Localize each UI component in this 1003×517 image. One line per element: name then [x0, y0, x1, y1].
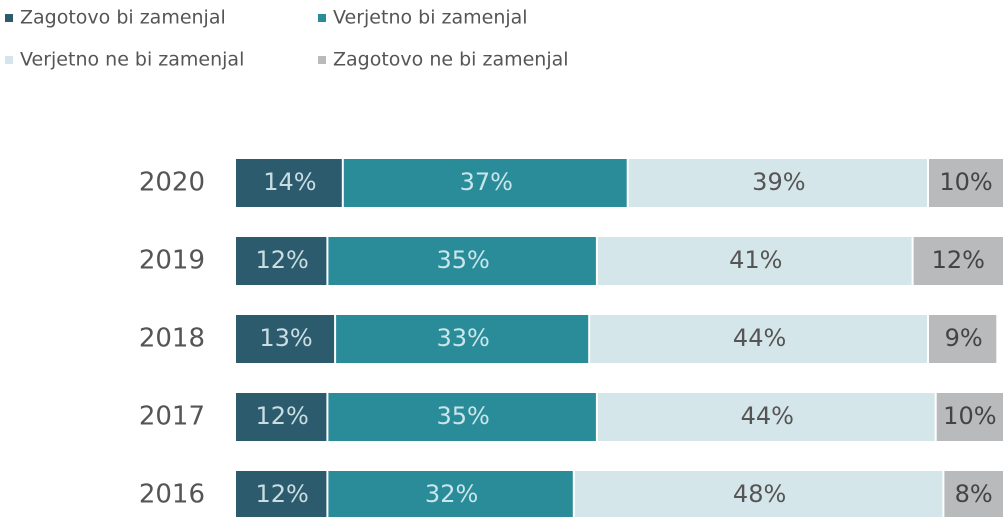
- bar-segment: [236, 315, 335, 363]
- bar-segment: [929, 315, 997, 363]
- bar-segment: [936, 393, 1003, 441]
- legend-label: Verjetno bi zamenjal: [333, 7, 528, 29]
- value-label: 14%: [263, 168, 316, 196]
- y-tick-label: 2017: [139, 402, 205, 432]
- value-label: 10%: [943, 402, 996, 430]
- bar-segment: [597, 393, 935, 441]
- value-label: 12%: [256, 246, 309, 274]
- legend-label: Verjetno ne bi zamenjal: [20, 49, 244, 71]
- legend-swatch: [318, 56, 326, 64]
- legend-swatch: [318, 14, 326, 22]
- bar-segment: [597, 237, 912, 285]
- bar-segment: [328, 237, 596, 285]
- bar-segment: [628, 159, 927, 207]
- value-label: 37%: [460, 168, 513, 196]
- value-label: 44%: [733, 324, 786, 352]
- value-label: 44%: [741, 402, 794, 430]
- bar-segment: [929, 159, 1003, 207]
- y-tick-label: 2016: [139, 480, 205, 510]
- legend-label: Zagotovo bi zamenjal: [20, 7, 226, 29]
- bar-segment: [236, 159, 342, 207]
- value-label: 12%: [256, 402, 309, 430]
- value-label: 9%: [945, 324, 983, 352]
- legend-swatch: [5, 56, 13, 64]
- legend-label: Zagotovo ne bi zamenjal: [333, 49, 569, 71]
- value-label: 39%: [752, 168, 805, 196]
- bar-segment: [343, 159, 627, 207]
- bar-segment: [236, 471, 327, 517]
- value-label: 33%: [436, 324, 489, 352]
- value-label: 48%: [733, 480, 786, 508]
- value-label: 12%: [256, 480, 309, 508]
- value-label: 32%: [425, 480, 478, 508]
- value-label: 13%: [259, 324, 312, 352]
- bar-segment: [328, 471, 573, 517]
- legend-swatch: [5, 14, 13, 22]
- y-tick-label: 2020: [139, 168, 205, 198]
- bar-segment: [236, 237, 327, 285]
- bar-segment: [590, 315, 927, 363]
- bar-segment: [574, 471, 943, 517]
- bar-segment: [944, 471, 1003, 517]
- y-tick-label: 2018: [139, 324, 205, 354]
- value-label: 35%: [436, 246, 489, 274]
- bar-segment: [236, 393, 327, 441]
- value-label: 35%: [436, 402, 489, 430]
- y-tick-label: 2019: [139, 246, 205, 276]
- value-label: 41%: [729, 246, 782, 274]
- bar-segment: [913, 237, 1003, 285]
- bar-segment: [336, 315, 589, 363]
- value-label: 10%: [939, 168, 992, 196]
- value-label: 12%: [932, 246, 985, 274]
- bar-segment: [328, 393, 596, 441]
- value-label: 8%: [955, 480, 993, 508]
